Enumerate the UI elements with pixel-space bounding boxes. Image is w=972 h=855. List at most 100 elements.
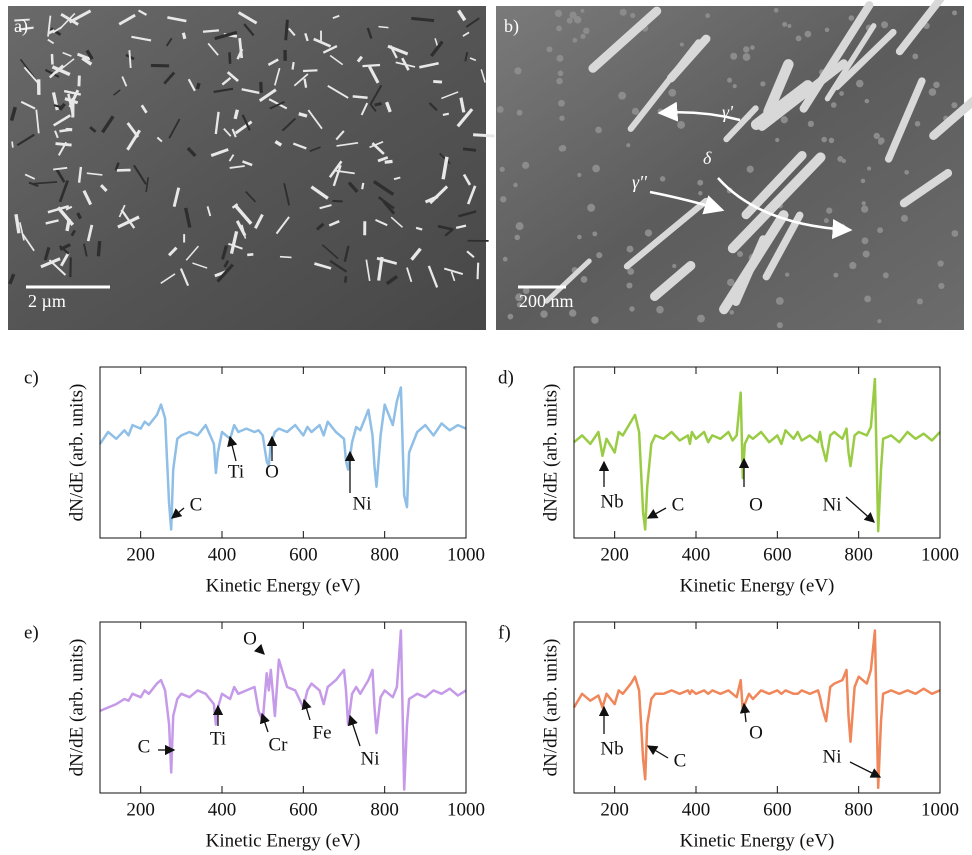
texture	[727, 77, 733, 83]
texture	[821, 136, 827, 143]
texture	[55, 58, 75, 74]
texture	[128, 50, 132, 69]
texture	[895, 0, 945, 56]
texture	[677, 121, 685, 129]
annotation: Nb	[600, 491, 623, 512]
annotation: O	[265, 461, 279, 482]
texture	[928, 88, 937, 96]
annotation: Ni	[823, 746, 842, 767]
texture	[77, 166, 83, 183]
y-axis-label: dN/dE (arb. units)	[540, 384, 561, 522]
texture	[507, 313, 514, 320]
spectrum-line	[573, 377, 941, 533]
texture	[864, 98, 870, 104]
texture	[310, 185, 329, 200]
texture	[347, 181, 359, 193]
texture	[496, 106, 504, 113]
texture	[303, 69, 318, 73]
texture	[443, 267, 464, 275]
texture	[583, 27, 590, 35]
texture	[522, 287, 530, 295]
annotation: δ	[703, 148, 712, 168]
texture	[140, 104, 148, 114]
texture	[117, 215, 140, 229]
texture	[156, 136, 163, 143]
texture	[554, 9, 563, 18]
texture	[556, 54, 564, 62]
texture	[376, 256, 398, 265]
x-tick-label: 800	[844, 799, 873, 820]
texture	[35, 109, 40, 134]
texture	[53, 166, 68, 171]
texture	[904, 170, 909, 175]
texture	[298, 112, 308, 118]
texture	[580, 8, 585, 13]
scale-label: 200 nm	[519, 291, 574, 311]
texture	[309, 146, 321, 153]
arrow	[657, 101, 741, 122]
texture	[627, 268, 635, 275]
texture	[773, 7, 779, 13]
plot-frame	[573, 366, 941, 539]
texture	[757, 59, 848, 131]
texture	[304, 32, 309, 42]
texture	[40, 257, 61, 269]
texture	[231, 128, 237, 138]
texture	[168, 118, 181, 139]
texture	[914, 120, 921, 127]
annotation-arrow	[646, 507, 667, 519]
texture	[70, 229, 76, 237]
texture	[595, 126, 602, 134]
texture	[258, 88, 277, 102]
texture	[374, 101, 382, 107]
texture	[281, 117, 297, 132]
plot-frame	[99, 366, 467, 539]
texture	[59, 252, 70, 267]
texture	[133, 164, 147, 185]
texture	[207, 42, 219, 56]
texture	[429, 185, 449, 205]
texture	[862, 250, 870, 258]
texture	[877, 227, 884, 234]
texture	[450, 271, 456, 282]
texture	[223, 259, 230, 268]
annotation: O	[243, 628, 257, 649]
texture	[234, 120, 253, 135]
texture	[878, 139, 884, 145]
x-tick-label: 1000	[921, 544, 959, 565]
texture	[234, 204, 253, 225]
texture	[228, 242, 243, 250]
texture	[313, 37, 332, 48]
texture	[343, 276, 348, 283]
texture	[629, 306, 635, 312]
x-tick-label: 600	[289, 544, 318, 565]
texture	[65, 205, 73, 211]
texture	[50, 53, 54, 65]
texture	[750, 80, 814, 130]
texture	[307, 109, 323, 130]
image-texture	[496, 0, 972, 329]
texture	[573, 16, 582, 24]
texture	[556, 25, 562, 32]
texture	[730, 52, 738, 60]
texture	[45, 219, 59, 225]
texture	[568, 309, 577, 317]
texture	[406, 267, 413, 283]
texture	[782, 21, 788, 27]
annotation: C	[672, 494, 685, 515]
texture	[848, 15, 855, 21]
texture	[441, 91, 459, 100]
texture	[336, 142, 359, 147]
texture	[373, 180, 395, 196]
texture	[393, 176, 401, 181]
texture	[775, 297, 784, 305]
texture	[466, 250, 475, 259]
texture	[437, 224, 453, 231]
texture	[33, 181, 58, 185]
texture	[884, 77, 926, 163]
texture	[592, 231, 598, 237]
texture	[466, 185, 477, 205]
texture	[457, 210, 477, 218]
texture	[457, 9, 467, 22]
texture	[580, 33, 586, 39]
